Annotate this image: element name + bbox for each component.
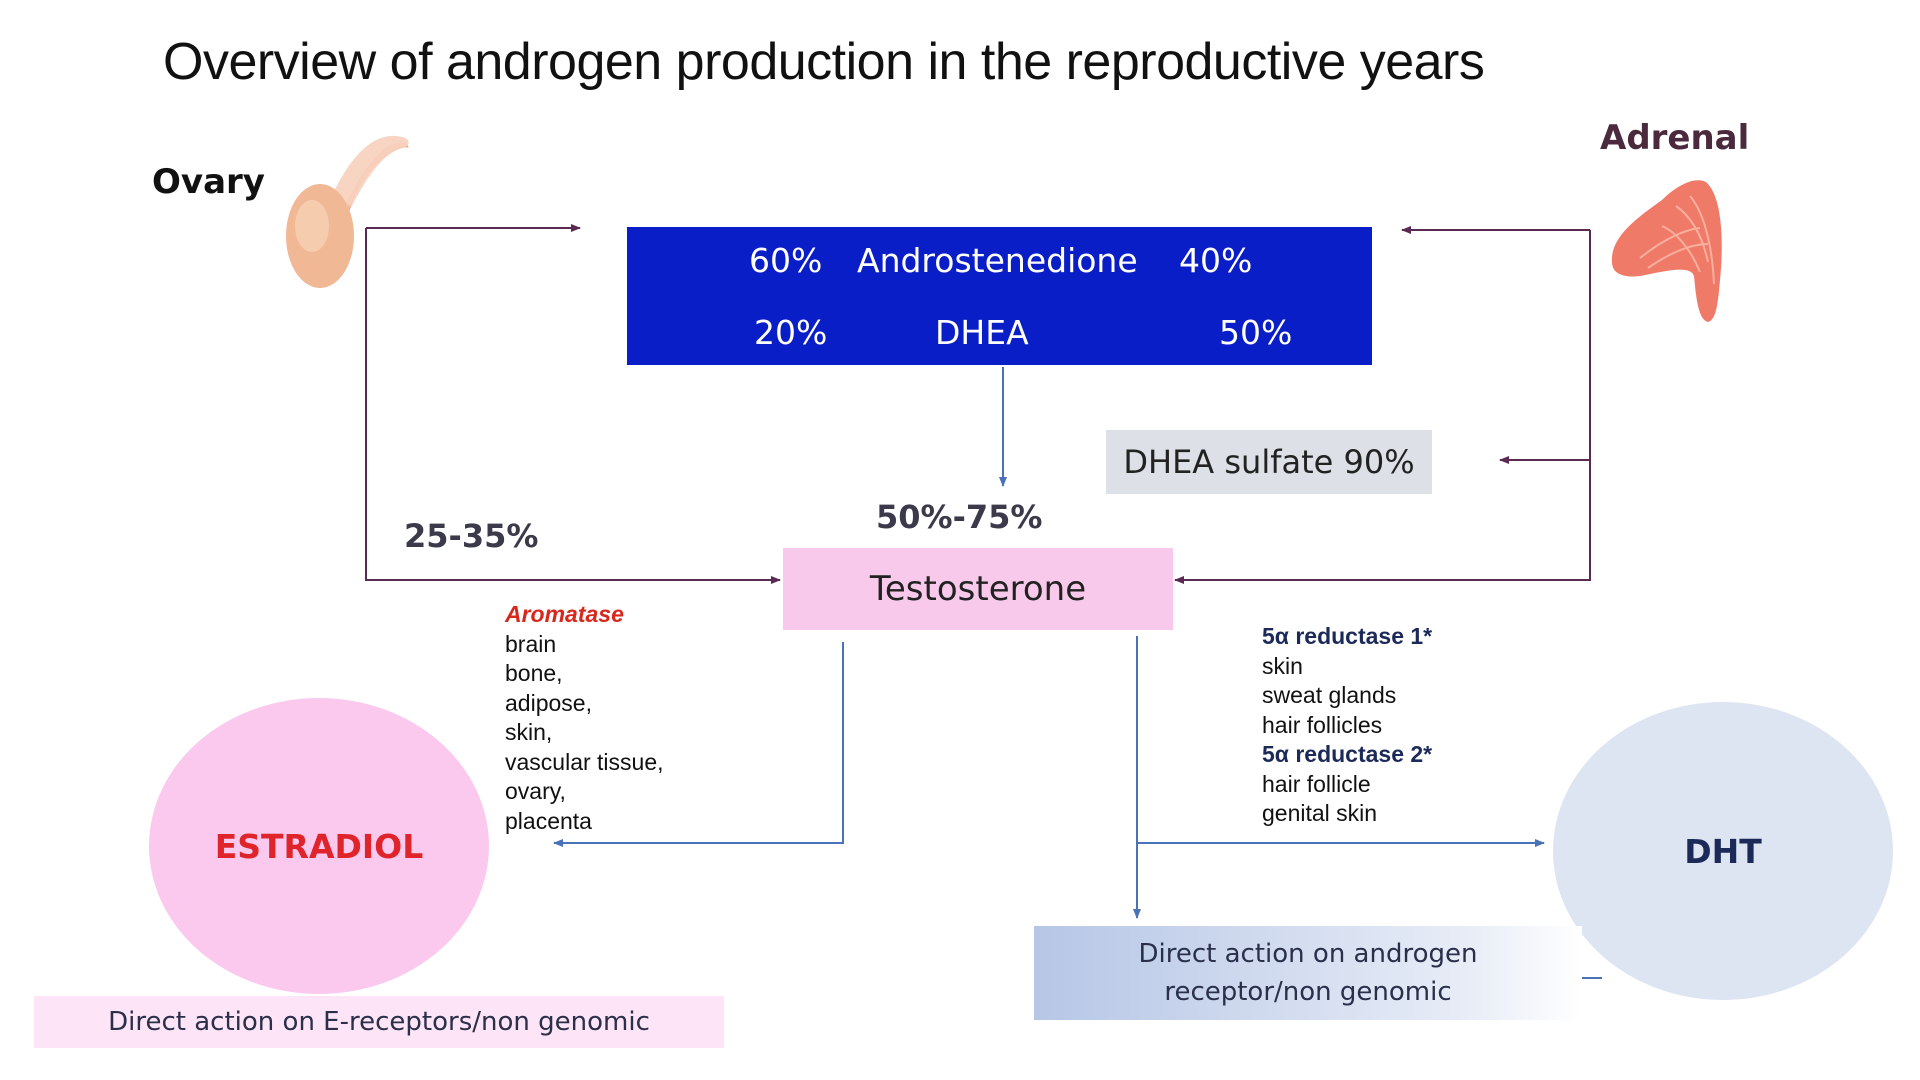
list-item: skin [1262, 652, 1303, 679]
ovary-icon [286, 135, 409, 288]
adrenal-icon [1611, 180, 1722, 322]
reductase-list: 5α reductase 1* skin sweat glands hair f… [1262, 622, 1432, 829]
dhea-sulfate-box: DHEA sulfate 90% [1106, 430, 1432, 494]
estradiol-action-box: Direct action on E-receptors/non genomic [34, 996, 724, 1048]
list-item: skin, [505, 719, 553, 745]
androstenedione-label: Androstenedione [857, 241, 1138, 280]
testosterone-box: Testosterone [783, 548, 1173, 630]
list-item: brain [505, 630, 557, 657]
dht-circle: DHT [1553, 702, 1893, 1000]
list-item: hair follicle [1262, 770, 1371, 797]
androstenedione-adrenal-pct: 40% [1179, 241, 1253, 280]
dht-label: DHT [1684, 831, 1762, 871]
list-item: ovary, [505, 778, 566, 804]
estradiol-circle: ESTRADIOL [149, 698, 489, 994]
dhea-adrenal-pct: 50% [1219, 313, 1293, 352]
ovary-testosterone-pct: 25-35% [404, 517, 539, 555]
list-item: sweat glands [1262, 682, 1397, 708]
list-item: bone, [505, 660, 563, 686]
aromatase-header: Aromatase [505, 601, 624, 627]
list-item: adipose, [505, 689, 592, 716]
page-title: Overview of androgen production in the r… [163, 33, 1485, 91]
androgen-action-line-1: Direct action on androgen [1138, 939, 1478, 969]
conversion-testosterone-pct: 50%-75% [876, 498, 1043, 536]
androgen-action-box: Direct action on androgen receptor/non g… [1034, 926, 1582, 1020]
reductase-2-header: 5α reductase 2* [1262, 741, 1433, 767]
adrenal-label: Adrenal [1600, 118, 1750, 158]
dhea-label: DHEA [935, 313, 1029, 352]
estradiol-label: ESTRADIOL [214, 826, 424, 866]
ovary-label: Ovary [152, 162, 265, 202]
androgen-action-line-2: receptor/non genomic [1164, 977, 1452, 1007]
list-item: hair follicles [1262, 711, 1383, 738]
aromatase-list: Aromatase brain bone, adipose, skin, vas… [505, 600, 664, 836]
androstenedione-ovary-pct: 60% [749, 241, 823, 280]
dhea-ovary-pct: 20% [754, 313, 828, 352]
reductase-1-header: 5α reductase 1* [1262, 623, 1433, 649]
list-item: placenta [505, 807, 592, 834]
list-item: genital skin [1262, 800, 1378, 826]
list-item: vascular tissue, [505, 748, 664, 775]
androgen-precursor-box: 60% Androstenedione 40% 20% DHEA 50% [627, 227, 1372, 365]
